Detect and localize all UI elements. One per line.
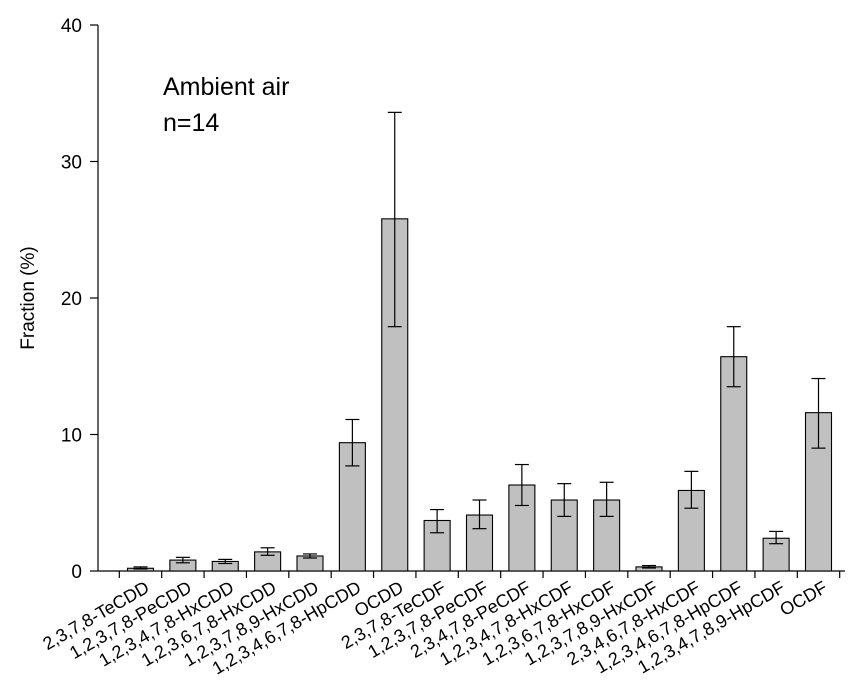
annotation-line-1: Ambient air <box>163 73 289 101</box>
y-tick-label: 30 <box>61 153 82 174</box>
error-bar <box>642 564 656 569</box>
bar <box>381 218 409 572</box>
annotation-line-2: n=14 <box>163 109 219 137</box>
category-labels: 2,3,7,8-TeCDD1,2,3,7,8-PeCDD1,2,3,4,7,8-… <box>39 577 830 678</box>
error-bar <box>387 111 402 328</box>
bar <box>720 356 748 572</box>
error-bar <box>345 418 360 467</box>
error-bar <box>303 553 317 559</box>
y-axis: 0 10 20 30 40 <box>61 16 99 583</box>
error-bar <box>557 483 572 518</box>
y-tick-label: 20 <box>61 289 82 310</box>
error-bar <box>684 470 699 509</box>
error-bar <box>430 508 445 534</box>
error-bar <box>175 556 190 564</box>
y-axis-title: Fraction (%) <box>18 246 39 349</box>
y-tick-label: 10 <box>61 426 82 447</box>
error-bar <box>599 481 614 518</box>
error-bar <box>260 547 275 556</box>
category-label: OCDF <box>776 577 830 620</box>
bar <box>465 514 494 572</box>
y-tick-label: 0 <box>71 562 82 583</box>
y-tick-label: 40 <box>61 16 82 37</box>
error-bar <box>133 566 148 570</box>
error-bars <box>133 111 826 570</box>
error-bar <box>514 463 529 507</box>
error-bar <box>769 530 784 545</box>
bars <box>126 218 833 572</box>
error-bar <box>811 377 826 449</box>
error-bar <box>726 326 741 388</box>
x-axis <box>98 570 845 578</box>
error-bar <box>472 499 487 530</box>
error-bar <box>218 558 233 565</box>
